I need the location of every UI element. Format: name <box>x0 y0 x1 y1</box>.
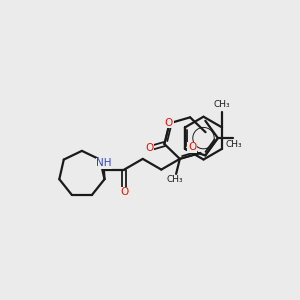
Text: CH₃: CH₃ <box>214 100 230 109</box>
Text: O: O <box>146 143 154 153</box>
Text: CH₃: CH₃ <box>225 140 242 149</box>
Text: CH₃: CH₃ <box>166 175 183 184</box>
Text: O: O <box>165 118 173 128</box>
Text: O: O <box>188 142 196 152</box>
Text: O: O <box>120 187 128 197</box>
Text: NH: NH <box>96 158 112 168</box>
